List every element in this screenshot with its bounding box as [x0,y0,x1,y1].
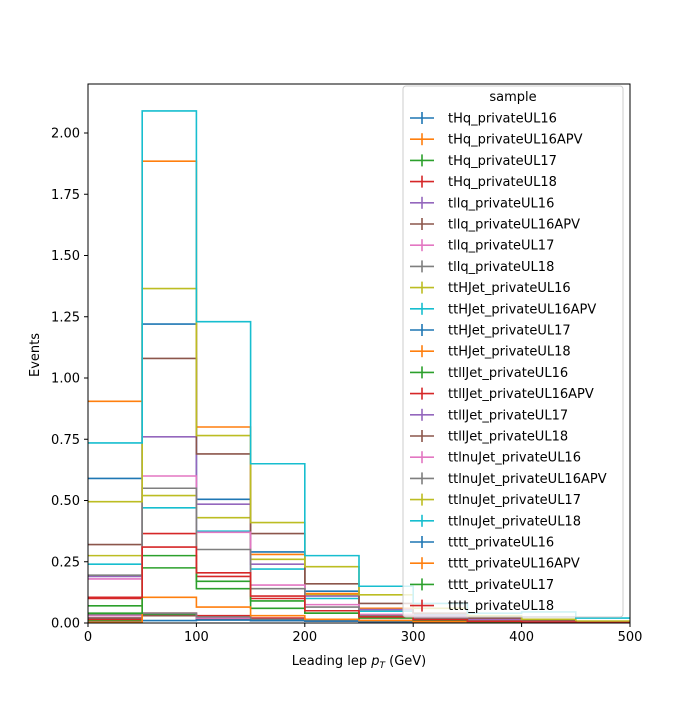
legend-label: tllq_privateUL16 [448,196,554,211]
legend-label: ttllJet_privateUL18 [448,430,568,445]
legend-entry: tttt_privateUL16 [410,536,554,551]
legend-entry: ttllJet_privateUL18 [410,430,568,445]
legend-entry: ttlnuJet_privateUL16 [410,451,581,466]
legend-label: ttlnuJet_privateUL16 [448,451,581,466]
legend-label: tttt_privateUL16 [448,536,554,551]
y-tick-label: 1.50 [51,249,80,264]
legend-entry: ttHJet_privateUL17 [410,324,571,339]
legend-label: tHq_privateUL17 [448,154,557,169]
legend-label: ttHJet_privateUL16APV [448,302,596,317]
legend-label: ttlnuJet_privateUL17 [448,493,581,508]
y-tick-label: 2.00 [51,127,80,142]
legend-label: ttHJet_privateUL16 [448,281,571,296]
legend-entry: tHq_privateUL16APV [410,133,583,148]
legend-entry: ttllJet_privateUL17 [410,408,568,423]
legend-entry: tttt_privateUL16APV [410,557,580,572]
legend-label: tHq_privateUL16 [448,112,557,127]
x-axis-label: Leading lep pT (GeV) [292,654,426,671]
legend-label: tllq_privateUL16APV [448,218,580,233]
legend-label: tttt_privateUL17 [448,578,554,593]
legend-entry: ttlnuJet_privateUL18 [410,514,581,529]
x-axis-label-subscript: T [379,661,386,671]
legend-label: ttllJet_privateUL16APV [448,387,594,402]
legend-entry: ttlnuJet_privateUL17 [410,493,581,508]
x-axis-label-unit: (GeV) [385,654,426,669]
legend-entry: tHq_privateUL17 [410,154,557,169]
legend-entry: tHq_privateUL18 [410,175,557,190]
y-tick-label: 0.50 [51,494,80,509]
legend-label: ttllJet_privateUL17 [448,408,568,423]
legend-label: tllq_privateUL18 [448,260,554,275]
legend-entry: tHq_privateUL16 [410,112,557,127]
y-tick-label: 1.75 [51,188,80,203]
legend-entries: tHq_privateUL16 tHq_privateUL16APV tHq_pri… [410,112,607,614]
y-axis-label: Events [28,333,43,377]
x-tick-label: 500 [618,630,643,645]
legend-label: tHq_privateUL16APV [448,133,583,148]
x-tick-label: 0 [84,630,92,645]
legend-entry: ttHJet_privateUL16 [410,281,571,296]
legend-label: tttt_privateUL18 [448,599,554,614]
legend-entry: tllq_privateUL16 [410,196,554,211]
y-tick-label: 0.00 [51,617,80,632]
series-step-tttt_privateUL18 [88,546,630,623]
legend-entry: tttt_privateUL17 [410,578,554,593]
legend-label: tHq_privateUL18 [448,175,557,190]
x-tick-label: 200 [292,630,317,645]
legend-entry: tllq_privateUL16APV [410,218,580,233]
plot-frame [87,83,631,624]
legend-label: tttt_privateUL16APV [448,557,580,572]
legend-entry: tllq_privateUL17 [410,239,554,254]
legend-label: tllq_privateUL17 [448,239,554,254]
legend-label: ttlnuJet_privateUL16APV [448,472,607,487]
x-axis-label-symbol: p [370,654,379,669]
legend-entry: ttHJet_privateUL16APV [410,302,596,317]
legend-label: ttlnuJet_privateUL18 [448,514,581,529]
legend-entry: ttllJet_privateUL16 [410,366,568,381]
legend-entry: ttlnuJet_privateUL16APV [410,472,607,487]
axes: 0 100 200 300 400 500 0.00 0.25 0.50 0.75 1.00 1.25… [51,83,643,645]
legend-entry: tttt_privateUL18 [410,599,554,614]
legend-entry: ttllJet_privateUL16APV [410,387,594,402]
x-tick-label: 400 [509,630,534,645]
y-tick-label: 1.00 [51,372,80,387]
x-tick-label: 300 [401,630,426,645]
legend-box [402,85,624,618]
legend-label: ttHJet_privateUL17 [448,324,571,339]
y-tick-label: 0.25 [51,555,80,570]
legend-entry: tllq_privateUL18 [410,260,554,275]
legend-label: ttllJet_privateUL16 [448,366,568,381]
x-tick-label: 100 [184,630,209,645]
y-tick-label: 0.75 [51,433,80,448]
y-tick-label: 1.25 [51,310,80,325]
legend-entry: ttHJet_privateUL18 [410,345,571,360]
legend: sample tHq_privateUL16 tHq_privateUL16APV… [402,85,624,618]
legend-label: ttHJet_privateUL18 [448,345,571,360]
legend-title: sample [489,90,536,105]
x-axis-label-main: Leading lep [292,654,371,669]
